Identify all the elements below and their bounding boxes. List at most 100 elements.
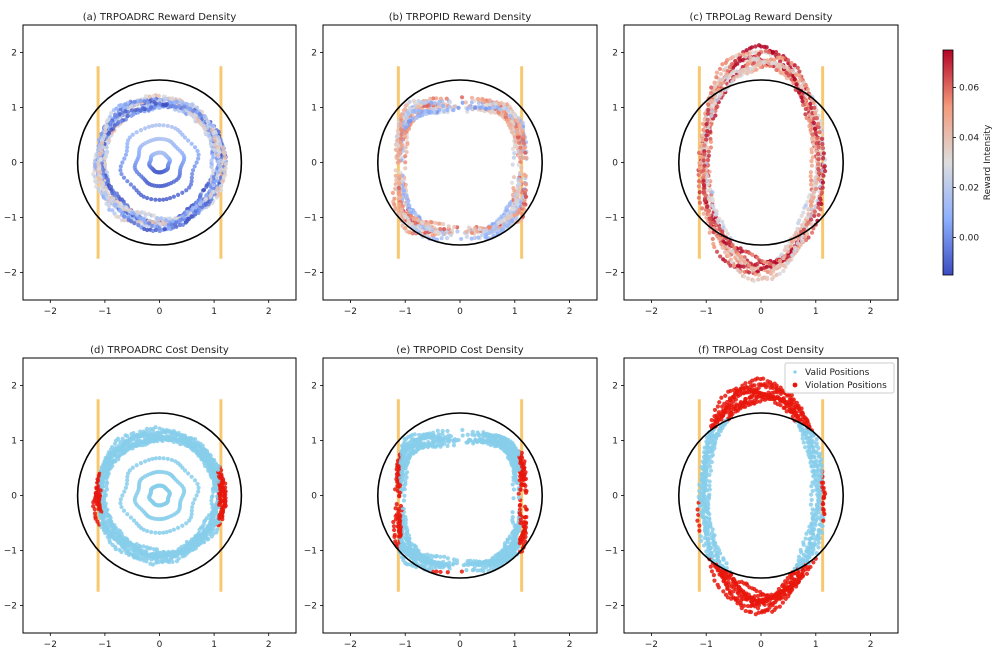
trajectory-point xyxy=(807,124,812,129)
trajectory-point xyxy=(202,114,207,119)
trajectory-point xyxy=(125,179,130,184)
trajectory-point xyxy=(518,149,523,154)
trajectory-point xyxy=(727,73,732,78)
trajectory-point xyxy=(118,164,123,169)
trajectory-point xyxy=(208,142,213,147)
trajectory-point xyxy=(820,185,825,190)
trajectory-point xyxy=(809,147,814,152)
trajectory-point xyxy=(160,559,165,565)
trajectory-point xyxy=(429,220,434,225)
trajectory-point xyxy=(194,203,199,209)
trajectory-point xyxy=(108,515,113,521)
trajectory-point xyxy=(704,122,709,127)
trajectory-point xyxy=(100,141,105,146)
trajectory-point xyxy=(753,272,758,277)
trajectory-point xyxy=(512,151,517,156)
trajectory-point xyxy=(509,180,515,185)
trajectory-point xyxy=(701,188,706,194)
trajectory-point xyxy=(106,466,111,471)
x-tick-label: 0 xyxy=(758,307,764,317)
trajectory-point xyxy=(742,274,747,279)
trajectory-point xyxy=(98,169,103,175)
trajectory-point xyxy=(806,206,811,212)
trajectory-point xyxy=(822,169,828,174)
y-tick-label: 0 xyxy=(11,159,17,169)
trajectory-point xyxy=(808,203,814,208)
trajectory-point xyxy=(92,174,97,179)
trajectory-point xyxy=(720,62,725,67)
trajectory-point xyxy=(704,133,709,138)
trajectory-point xyxy=(746,270,752,275)
trajectory-point xyxy=(432,101,438,106)
trajectory-point xyxy=(428,96,433,101)
trajectory-point xyxy=(191,108,196,113)
trajectory-point xyxy=(817,196,823,201)
trajectory-point xyxy=(816,177,821,182)
trajectory-point xyxy=(518,178,523,183)
trajectory-point xyxy=(146,124,151,130)
trajectory-point xyxy=(204,196,209,201)
trajectory-point xyxy=(775,263,780,269)
trajectory-point xyxy=(136,223,141,228)
trajectory-points xyxy=(90,93,228,234)
trajectory-point xyxy=(129,113,134,118)
trajectory-point xyxy=(186,138,191,143)
y-tick-label: −1 xyxy=(4,214,17,224)
trajectory-point xyxy=(774,67,779,72)
trajectory-point xyxy=(447,104,452,109)
trajectory-point xyxy=(797,218,802,223)
trajectory-point xyxy=(714,97,720,103)
trajectory-point xyxy=(795,241,800,246)
trajectory-point xyxy=(477,226,482,232)
trajectory-point xyxy=(717,236,723,241)
trajectory-point xyxy=(710,198,716,203)
trajectory-point xyxy=(122,156,127,161)
trajectory-point xyxy=(711,204,716,209)
trajectory-point xyxy=(138,98,143,103)
trajectory-point xyxy=(96,497,102,502)
trajectory-point xyxy=(816,145,821,150)
trajectory-point xyxy=(138,557,143,562)
trajectory-point xyxy=(114,454,120,459)
trajectory-point xyxy=(444,236,450,241)
trajectory-point xyxy=(401,108,407,113)
trajectory-point xyxy=(103,125,108,131)
trajectory-point xyxy=(767,261,773,266)
trajectory-point xyxy=(115,447,120,452)
x-tick-label: −2 xyxy=(44,307,57,317)
trajectory-point xyxy=(762,259,767,265)
trajectory-point xyxy=(811,121,817,126)
x-tick-label: 1 xyxy=(512,307,518,317)
trajectory-point xyxy=(199,446,204,451)
trajectory-point xyxy=(151,99,157,105)
trajectory-point xyxy=(705,129,710,134)
trajectory-point xyxy=(121,175,127,180)
trajectory-point xyxy=(146,107,151,112)
trajectory-point xyxy=(128,182,133,187)
trajectory-point xyxy=(177,103,182,108)
trajectory-point xyxy=(523,188,528,193)
trajectory-point xyxy=(129,219,134,224)
trajectory-point xyxy=(812,209,817,214)
trajectory-point xyxy=(97,189,102,194)
trajectory-points xyxy=(390,95,529,242)
trajectory-point xyxy=(738,270,743,275)
trajectory-point xyxy=(398,173,403,178)
y-tick-label: 2 xyxy=(612,49,618,59)
trajectory-point xyxy=(808,170,813,175)
trajectory-point xyxy=(725,231,730,236)
trajectory-point xyxy=(111,108,116,113)
trajectory-point xyxy=(750,268,756,273)
trajectory-point xyxy=(393,168,398,173)
trajectory-point xyxy=(218,158,223,163)
trajectory-point xyxy=(113,547,118,552)
trajectory-point xyxy=(714,75,719,80)
trajectory-point xyxy=(441,221,446,227)
trajectory-point xyxy=(797,69,802,74)
trajectory-point xyxy=(446,224,451,229)
trajectory-point xyxy=(120,436,125,441)
trajectory-point xyxy=(476,235,481,240)
trajectory-point xyxy=(135,432,140,437)
trajectory-point xyxy=(705,204,710,209)
